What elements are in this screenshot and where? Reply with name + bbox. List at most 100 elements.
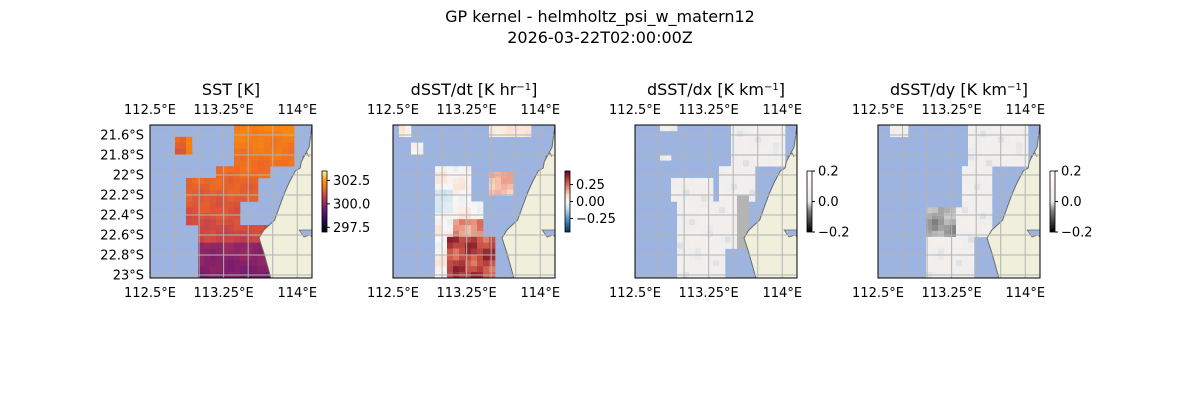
data-cell [234, 236, 241, 243]
data-cell [749, 189, 756, 196]
data-cell [441, 177, 448, 185]
data-cell [174, 142, 181, 149]
data-cell [435, 230, 442, 238]
data-cell [689, 219, 696, 226]
data-cell [968, 160, 975, 167]
data-cell [471, 213, 478, 220]
data-cell [974, 154, 981, 161]
data-cell [731, 225, 738, 232]
data-cell [204, 195, 211, 202]
data-cell [483, 266, 490, 273]
data-cell [288, 130, 295, 138]
panel-title: SST [K] [202, 80, 260, 99]
data-cell [288, 142, 295, 149]
data-cell [465, 230, 472, 238]
data-cell [1010, 154, 1017, 161]
coastal-point [544, 152, 553, 158]
data-cell [701, 195, 708, 202]
data-cell [902, 130, 909, 138]
data-cell [198, 189, 205, 196]
data-cell [749, 166, 756, 173]
data-cell [731, 130, 738, 138]
data-cell [986, 136, 993, 143]
data-cell [683, 260, 690, 267]
data-cell [773, 148, 780, 155]
data-cell [701, 207, 708, 214]
data-cell [962, 177, 969, 185]
data-cell [246, 130, 253, 138]
data-cell [276, 154, 283, 161]
data-cell [489, 266, 496, 273]
data-cell [737, 230, 744, 238]
data-cell [471, 225, 478, 232]
data-cell [258, 148, 265, 155]
data-cell [246, 254, 253, 261]
data-cell [204, 230, 211, 238]
data-cell [234, 160, 241, 167]
data-cell [501, 130, 508, 138]
data-cell [677, 201, 684, 208]
data-cell [926, 248, 933, 255]
data-cell [956, 248, 963, 255]
data-cell [956, 207, 963, 214]
data-cell [495, 189, 502, 196]
data-cell [950, 242, 957, 249]
data-cell [234, 207, 241, 214]
data-cell [465, 236, 472, 243]
data-cell [938, 248, 945, 255]
data-cell [1004, 154, 1011, 161]
data-cell [761, 142, 768, 149]
data-cell [447, 266, 454, 273]
data-cell [228, 177, 235, 185]
data-cell [180, 136, 187, 143]
data-cell [749, 136, 756, 143]
data-cell [435, 207, 442, 214]
data-cell [204, 266, 211, 273]
coastline [986, 125, 1040, 278]
data-cell [210, 266, 217, 273]
data-cell [240, 142, 247, 149]
data-cell [441, 207, 448, 214]
data-cell [471, 219, 478, 226]
data-cell [477, 266, 484, 273]
data-cell [198, 213, 205, 220]
data-cell [258, 254, 265, 261]
data-cell [210, 183, 217, 191]
data-cell [240, 177, 247, 185]
data-cell [968, 219, 975, 226]
data-cell [956, 213, 963, 220]
data-cell [471, 207, 478, 214]
data-cell [938, 219, 945, 226]
data-cell [282, 136, 289, 143]
data-cell [944, 230, 951, 238]
data-cell [932, 213, 939, 220]
data-cell [677, 225, 684, 232]
panel-title: dSST/dx [K km−1] [647, 80, 785, 99]
data-cell [707, 219, 714, 226]
data-cell [968, 148, 975, 155]
data-cell [737, 142, 744, 149]
data-cell [252, 230, 259, 238]
data-cell [240, 166, 247, 173]
data-cell [192, 195, 199, 202]
data-cell [767, 125, 774, 132]
data-cell [441, 195, 448, 202]
data-cell [761, 125, 768, 132]
gridlines [878, 125, 1040, 278]
data-cell [719, 266, 726, 273]
data-cell [240, 189, 247, 196]
data-cell [992, 136, 999, 143]
data-cell [252, 189, 259, 196]
data-cell [399, 125, 406, 132]
data-cell [240, 230, 247, 238]
data-cell [773, 125, 780, 132]
coastal-point [301, 152, 310, 158]
x-tick-label-bottom: 113.25°E [922, 286, 982, 301]
data-cell [773, 136, 780, 143]
data-cell [968, 225, 975, 232]
data-cell [1004, 125, 1011, 132]
data-cell [980, 207, 987, 214]
data-cell [234, 260, 241, 267]
data-cell [986, 154, 993, 161]
data-cell [683, 225, 690, 232]
